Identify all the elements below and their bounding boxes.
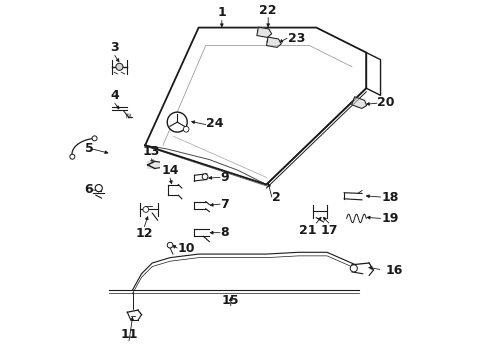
Text: 15: 15	[222, 293, 240, 306]
Circle shape	[167, 242, 173, 248]
Text: 5: 5	[85, 142, 94, 156]
Polygon shape	[367, 53, 381, 95]
Text: 22: 22	[259, 4, 277, 17]
Text: 3: 3	[110, 41, 119, 54]
Text: 8: 8	[220, 226, 229, 239]
Text: 23: 23	[288, 32, 305, 45]
Circle shape	[202, 174, 208, 180]
Text: 7: 7	[220, 198, 229, 211]
Text: 19: 19	[381, 212, 399, 225]
Text: 2: 2	[272, 190, 280, 203]
Circle shape	[350, 265, 357, 272]
Text: 11: 11	[121, 328, 138, 342]
Text: 1: 1	[218, 6, 226, 19]
Text: 18: 18	[381, 190, 399, 203]
Text: 16: 16	[386, 264, 403, 276]
Text: 14: 14	[161, 165, 179, 177]
Text: 21: 21	[299, 224, 317, 237]
Circle shape	[70, 154, 75, 159]
Text: 17: 17	[320, 224, 338, 237]
Text: 4: 4	[110, 90, 119, 103]
Circle shape	[167, 112, 187, 132]
Polygon shape	[147, 161, 159, 168]
Circle shape	[95, 185, 102, 192]
Text: 6: 6	[84, 183, 93, 196]
Polygon shape	[257, 27, 271, 37]
Circle shape	[183, 126, 189, 132]
Text: 13: 13	[143, 145, 160, 158]
Text: 20: 20	[377, 96, 394, 109]
Text: 24: 24	[206, 117, 223, 130]
Text: 9: 9	[220, 171, 229, 184]
Text: 10: 10	[177, 242, 195, 255]
Circle shape	[92, 136, 97, 141]
Polygon shape	[352, 97, 367, 108]
Circle shape	[143, 207, 148, 212]
Text: 12: 12	[136, 227, 153, 240]
Circle shape	[116, 63, 123, 70]
Polygon shape	[267, 37, 281, 48]
